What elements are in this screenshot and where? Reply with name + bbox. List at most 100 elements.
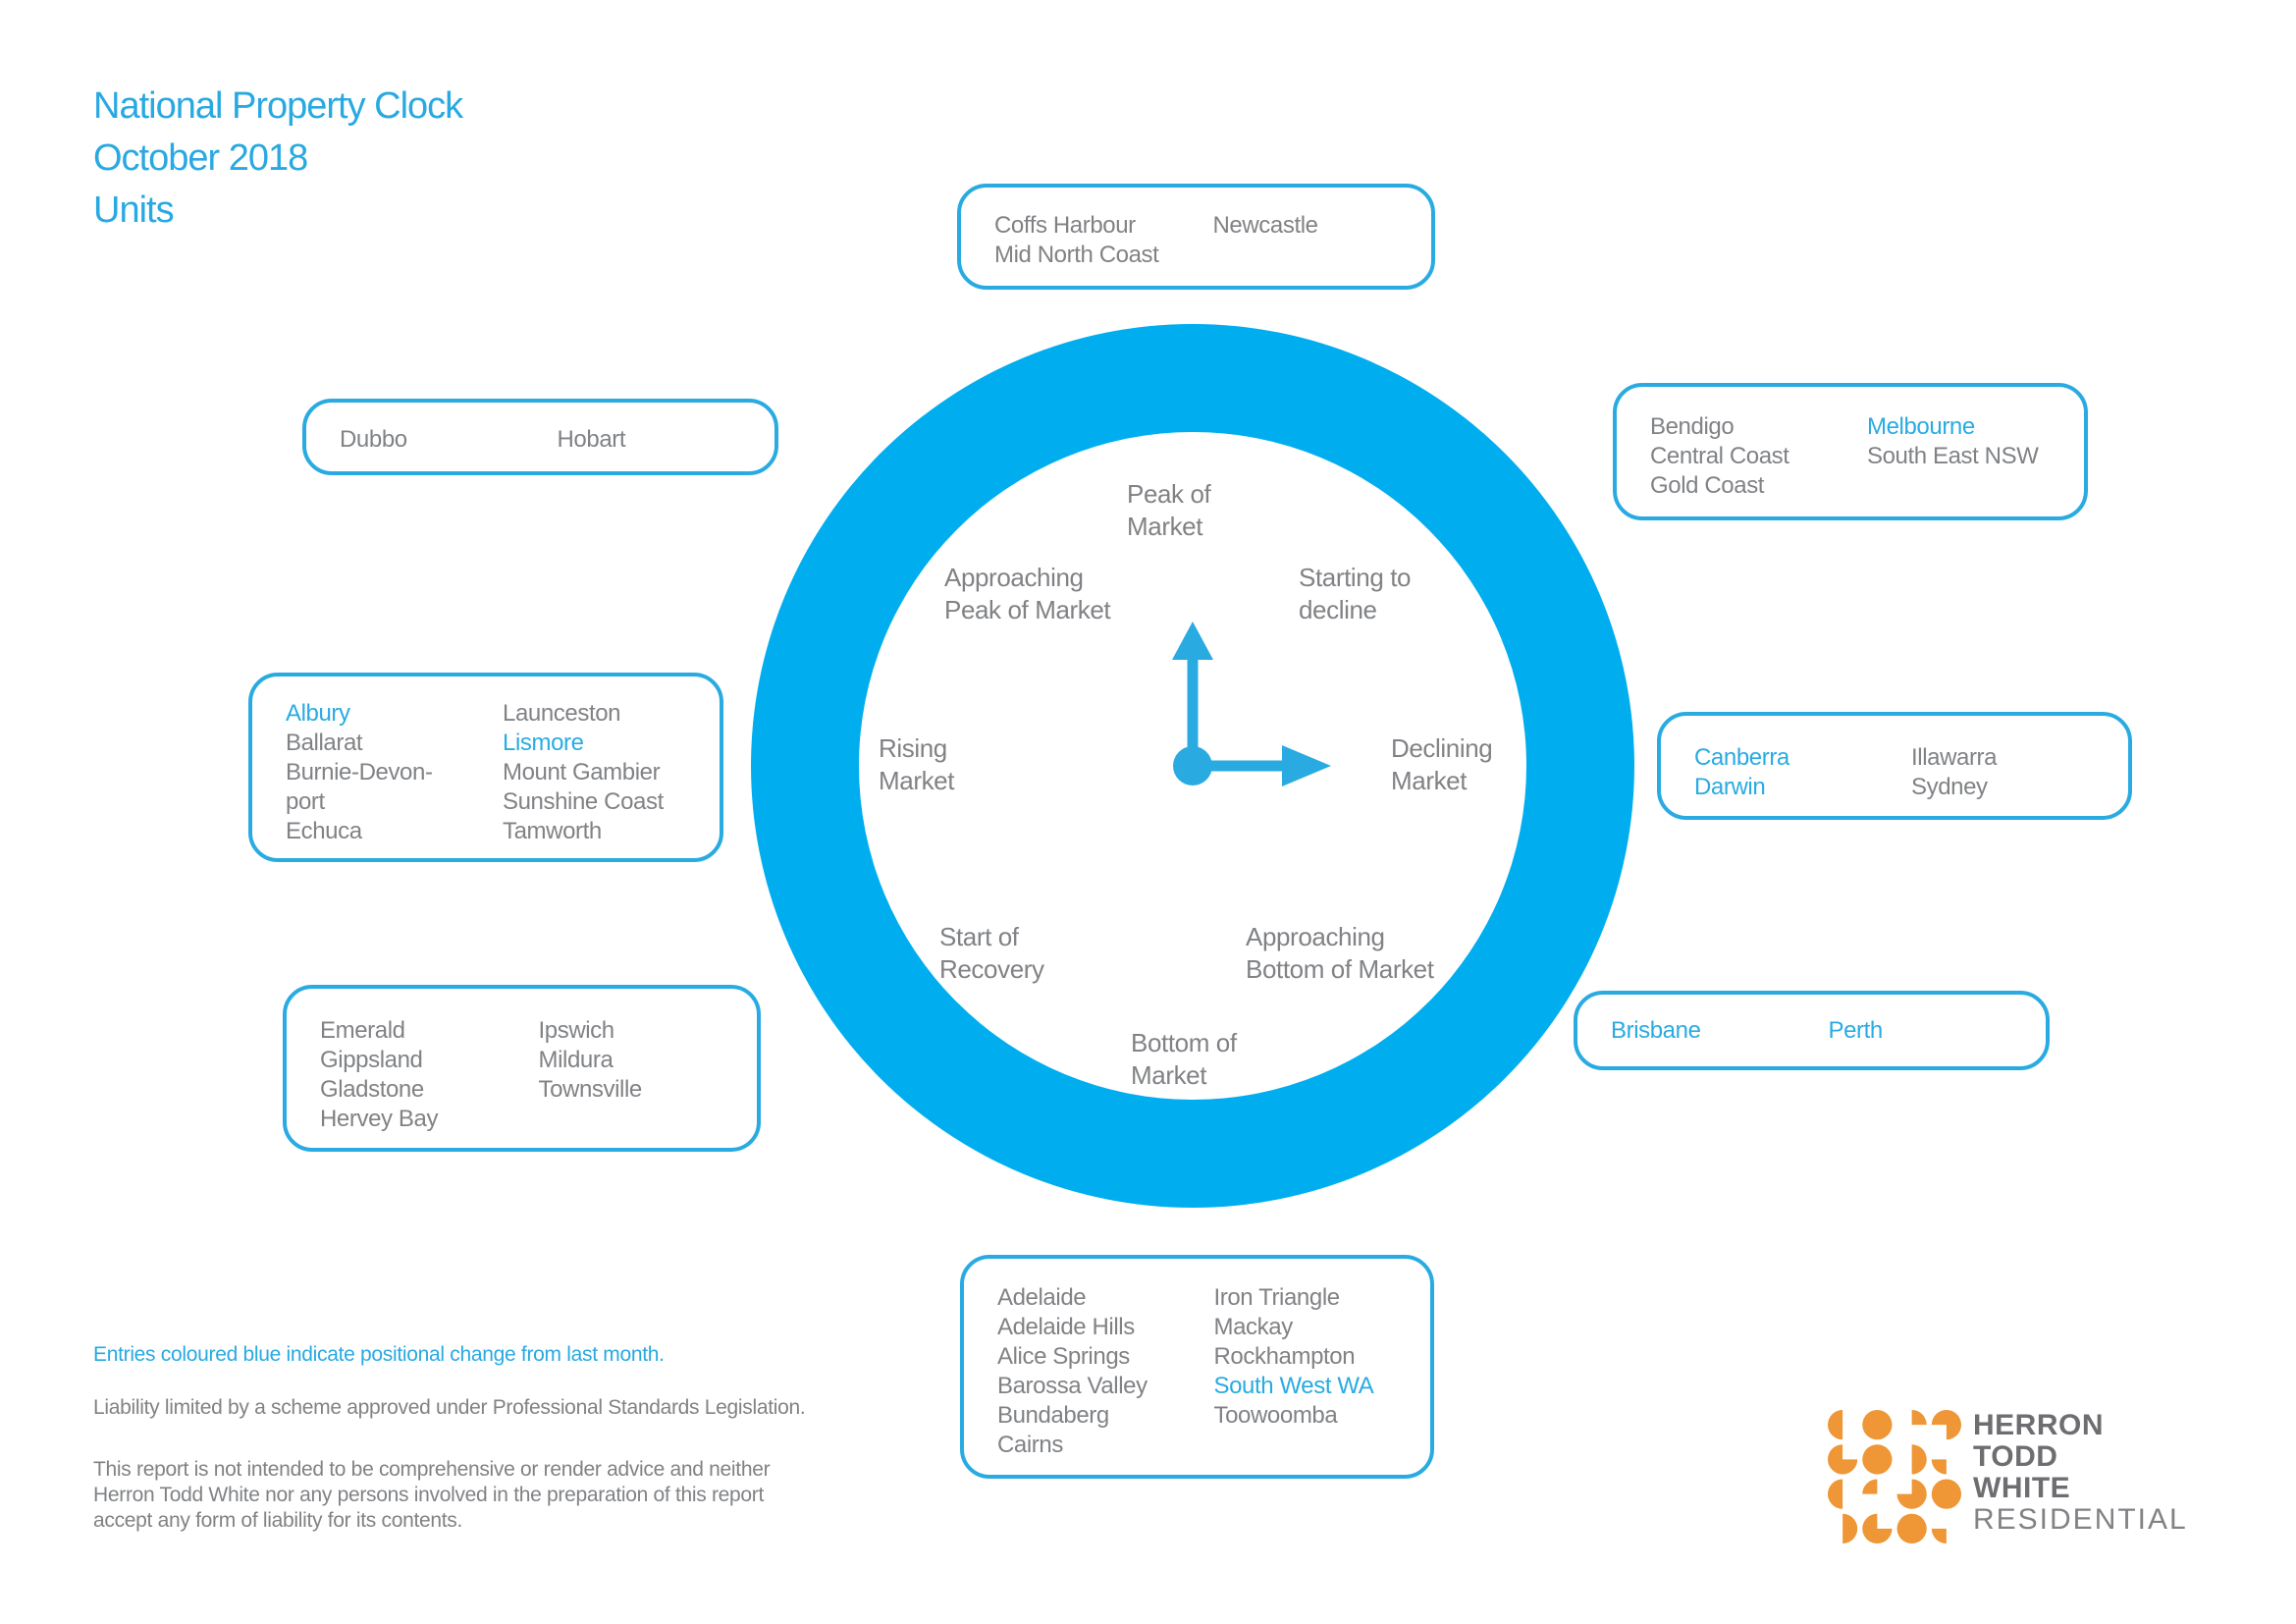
region-box-column: Launceston Lismore Mount Gambier Sunshine C… [503,699,720,846]
clock-label-start-of-recovery: Start of Recovery [939,922,1044,984]
region-box-column: Brisbane [1611,1016,1829,1046]
city-entry: South West WA [1213,1373,1374,1399]
region-box-column: Perth [1829,1016,2047,1046]
region-box-declining-market: Canberra Darwin Illawarra Sydney [1657,712,2132,820]
city-entry: Sydney [1911,774,1988,800]
logo-dot-q-bl [1931,1528,1947,1543]
logo-line-white: WHITE [1973,1472,2071,1504]
logo-dot-half-l [1828,1410,1843,1440]
city-entry: Dubbo [340,426,407,453]
region-box-peak-of-market: Coffs Harbour Mid North Coast Newcastle [957,184,1435,290]
city-entry: Mackay [1213,1314,1294,1340]
region-box-start-of-recovery: Emerald Gippsland Gladstone Hervey Bay Ipsw… [283,985,761,1152]
city-entry: Darwin [1694,774,1766,800]
city-entry: Tamworth [503,818,602,844]
report-title-line2: October 2018 [93,137,308,179]
city-entry: Hobart [557,426,626,453]
region-box-approaching-peak: Dubbo Hobart [302,399,778,475]
region-box-column: Emerald Gippsland Gladstone Hervey Bay [320,1016,539,1134]
logo-dot-full [1896,1513,1927,1543]
city-entry: Emerald [320,1017,405,1044]
region-box-column: Bendigo Central Coast Gold Coast [1650,412,1867,501]
report-title: National Property Clock October 2018 Uni… [93,81,463,237]
region-box-column: Hobart [558,425,775,455]
region-box-rising-market: Albury Ballarat Burnie-Devon- port Echuca L… [248,673,723,862]
city-entry: Mildura [538,1047,614,1073]
logo-dot-full [1931,1479,1961,1509]
city-entry: Echuca [286,818,362,844]
logo-wordmark: HERRON TODD WHITE RESIDENTIAL [1973,1410,2188,1536]
city-entry: Bendigo [1650,413,1735,440]
region-box-column: Melbourne South East NSW [1867,412,2084,471]
logo-dot-q-tl [1862,1479,1878,1494]
clock-label-declining-market: Declining Market [1391,733,1493,795]
liability-statement: Liability limited by a scheme approved u… [93,1396,806,1419]
region-box-bottom-of-market: Adelaide Adelaide Hills Alice Springs Baros… [960,1255,1434,1479]
clock-label-peak-of-market: Peak of Market [1127,479,1211,541]
logo-dot-q-bl [1931,1459,1947,1475]
logo-line-todd: TODD [1973,1440,2058,1473]
region-box-column: Albury Ballarat Burnie-Devon- port Echuca [286,699,503,846]
city-entry: Bundaberg [997,1402,1109,1429]
logo-dot-tq-tl [1896,1479,1927,1509]
city-entry: Townsville [538,1076,643,1103]
city-entry: Gold Coast [1650,472,1765,499]
region-box-starting-to-decline: Bendigo Central Coast Gold Coast Melbourne… [1613,383,2088,520]
city-entry: Mount Gambier [503,759,661,785]
city-entry: Launceston [503,700,621,727]
region-box-approaching-bottom: Brisbane Perth [1574,991,2050,1070]
city-entry: Sunshine Coast [503,788,664,815]
logo-line-herron: HERRON [1973,1409,2105,1441]
region-box-column: Newcastle [1213,211,1432,241]
city-entry: Brisbane [1611,1017,1701,1044]
clock-label-approaching-bottom: Approaching Bottom of Market [1246,922,1434,984]
region-box-column: Canberra Darwin [1694,743,1911,802]
logo-dot-tq-tr [1828,1444,1858,1475]
region-box-column: Dubbo [340,425,558,455]
region-box-column: Ipswich Mildura Townsville [539,1016,758,1105]
clock-label-approaching-peak: Approaching Peak of Market [944,563,1111,624]
city-entry: Barossa Valley [997,1373,1148,1399]
city-entry: Cairns [997,1432,1063,1458]
logo-dot-half-r [1842,1513,1858,1543]
clock-label-bottom-of-market: Bottom of Market [1131,1028,1237,1090]
logo-dot-q-tr [1911,1410,1927,1426]
city-entry: Lismore [503,730,584,756]
city-entry: Adelaide [997,1284,1087,1311]
region-box-column: Coffs Harbour Mid North Coast [994,211,1213,270]
city-entry: Burnie-Devon- port [286,759,433,815]
report-title-line1: National Property Clock [93,85,463,127]
city-entry: Newcastle [1212,212,1319,239]
city-entry: Melbourne [1867,413,1975,440]
city-entry: Iron Triangle [1213,1284,1341,1311]
city-entry: Ipswich [538,1017,615,1044]
city-entry: Adelaide Hills [997,1314,1135,1340]
city-entry: Toowoomba [1213,1402,1338,1429]
city-entry: Canberra [1694,744,1789,771]
clock-label-starting-to-decline: Starting to decline [1299,563,1412,624]
region-box-column: Adelaide Adelaide Hills Alice Springs Baros… [997,1283,1214,1460]
blue-entries-note: Entries coloured blue indicate positiona… [93,1343,665,1366]
city-entry: Gippsland [320,1047,423,1073]
region-box-column: Iron Triangle Mackay Rockhampton South West… [1214,1283,1431,1431]
logo-dot-full [1862,1444,1893,1475]
city-entry: Perth [1828,1017,1884,1044]
logo-dot-tq-bl [1931,1410,1961,1440]
city-entry: Hervey Bay [320,1106,439,1132]
city-entry: Central Coast [1650,443,1789,469]
logo-dot-half-r [1911,1444,1927,1475]
city-entry: South East NSW [1867,443,2039,469]
clock-label-rising-market: Rising Market [879,733,955,795]
logo-dot-full [1862,1410,1893,1440]
disclaimer-statement: This report is not intended to be compre… [93,1458,771,1532]
region-box-column: Illawarra Sydney [1911,743,2128,802]
city-entry: Illawarra [1911,744,1998,771]
logo-dot-tq-tr [1862,1513,1893,1543]
city-entry: Alice Springs [997,1343,1130,1370]
city-entry: Mid North Coast [994,242,1159,268]
report-title-line3: Units [93,189,175,231]
logo-dots-icon [1828,1410,1961,1543]
city-entry: Ballarat [286,730,363,756]
logo-line-residential: RESIDENTIAL [1973,1503,2188,1536]
